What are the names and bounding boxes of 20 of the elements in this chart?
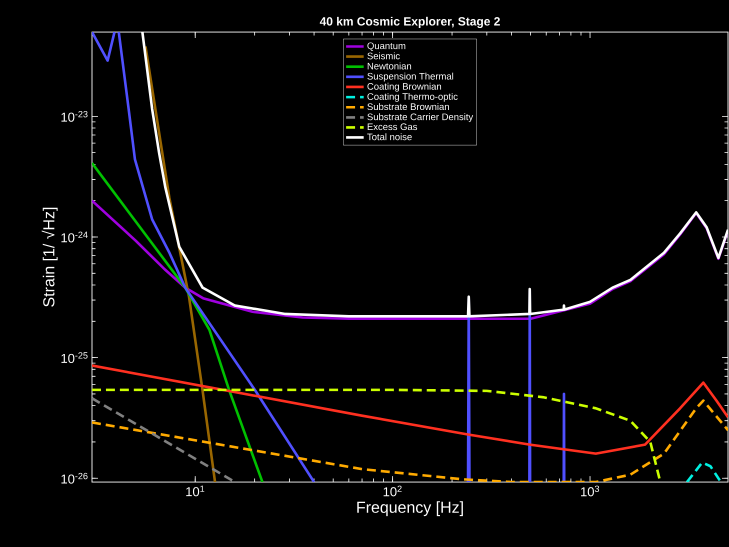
legend-label: Newtonian bbox=[368, 62, 412, 70]
y-tick-label: 10$^{-26}$ bbox=[61, 472, 88, 484]
legend-label: Quantum bbox=[367, 42, 406, 51]
x-tick-label: 10$^{3}$ bbox=[581, 486, 600, 496]
legend-label: Suspension Thermal bbox=[367, 72, 454, 82]
y-tick-label: 10$^{-24}$ bbox=[61, 232, 88, 242]
legend-label: Coating Brownian bbox=[367, 82, 442, 92]
y-axis-title: Strain [1/ √Hz] bbox=[42, 208, 58, 307]
legend-label: Coating Thermo-optic bbox=[367, 92, 458, 102]
x-axis-title: Frequency [Hz] bbox=[357, 501, 463, 516]
y-tick-label: 10$^{-23}$ bbox=[61, 110, 88, 122]
legend-label: Excess Gas bbox=[368, 123, 418, 130]
x-tick-label: 10$^{1}$ bbox=[186, 486, 204, 496]
x-tick-label: 10$^{2}$ bbox=[384, 486, 402, 496]
legend-label: Seismic bbox=[367, 52, 400, 60]
chart-title: 40 km Cosmic Explorer, Stage 2 bbox=[320, 16, 500, 28]
legend-label: Total noise bbox=[367, 133, 412, 140]
legend-label: Substrate Carrier Density bbox=[367, 113, 474, 122]
legend-label: Substrate Brownian bbox=[367, 103, 449, 110]
y-tick-label: 10$^{-25}$ bbox=[61, 352, 88, 363]
